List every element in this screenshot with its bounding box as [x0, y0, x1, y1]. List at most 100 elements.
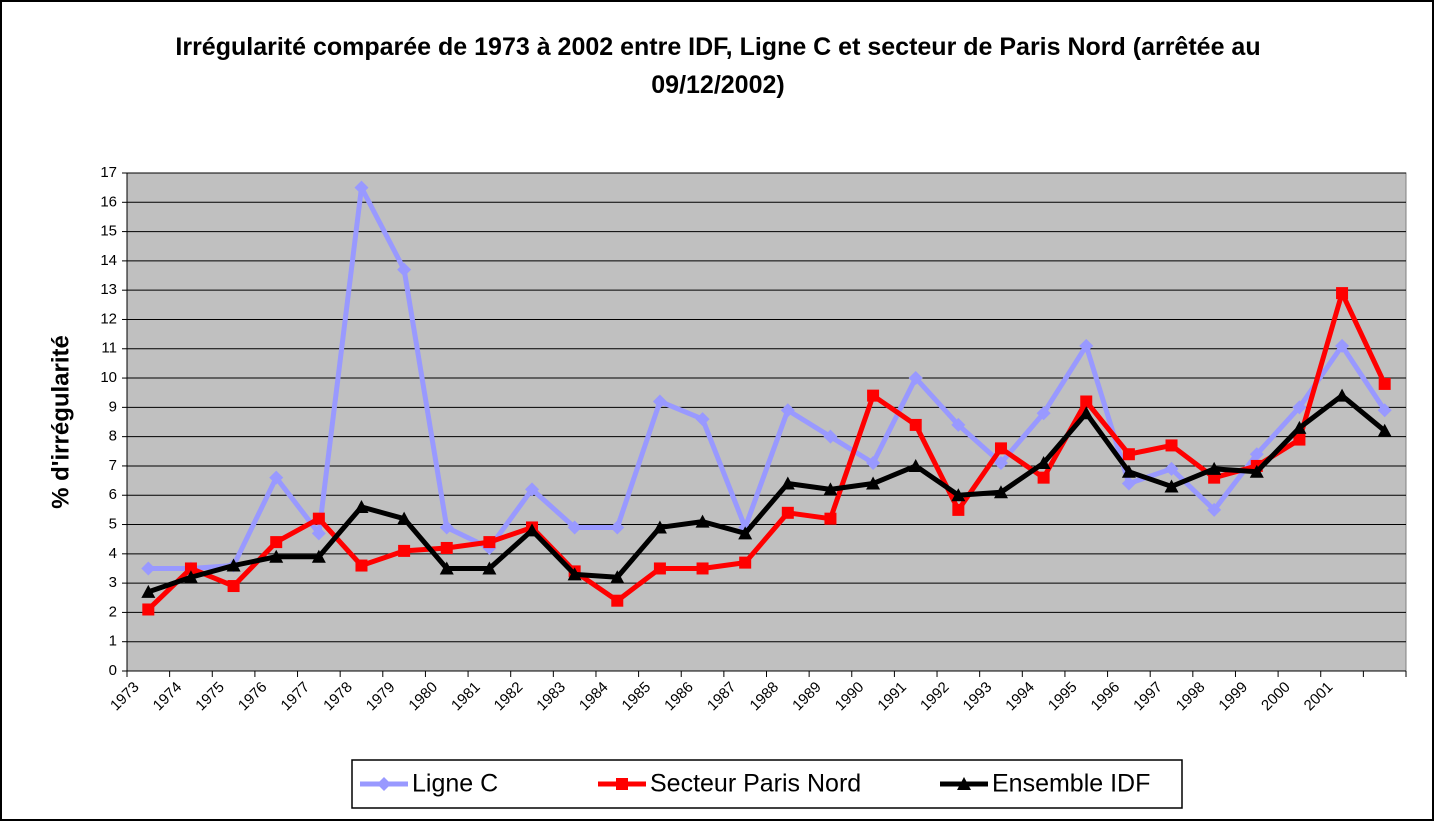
y-tick-label: 1: [109, 633, 117, 650]
marker: [1336, 287, 1349, 300]
marker: [142, 603, 155, 616]
y-tick-label: 10: [100, 369, 117, 386]
marker: [1036, 406, 1051, 421]
marker: [439, 561, 454, 575]
marker: [696, 562, 709, 575]
marker: [1164, 479, 1179, 493]
marker: [567, 520, 582, 535]
marker: [1036, 456, 1051, 470]
marker: [1377, 423, 1392, 437]
marker: [1377, 403, 1392, 418]
marker: [1165, 439, 1178, 452]
marker: [616, 778, 628, 790]
marker: [525, 523, 540, 537]
marker: [482, 561, 497, 575]
plot-area: [126, 172, 1407, 672]
marker: [1292, 400, 1307, 415]
marker: [780, 476, 795, 490]
marker: [823, 429, 838, 444]
marker: [397, 511, 412, 525]
marker: [354, 499, 369, 513]
y-tick-label: 6: [109, 486, 117, 503]
marker: [909, 418, 922, 431]
marker: [269, 470, 284, 485]
marker: [567, 567, 582, 581]
marker: [781, 506, 794, 519]
y-tick-label: 8: [109, 428, 117, 445]
marker: [440, 541, 453, 554]
marker: [867, 389, 880, 402]
marker: [739, 556, 752, 569]
marker: [653, 562, 666, 575]
marker: [695, 514, 710, 528]
y-tick-label: 9: [109, 398, 117, 415]
marker: [951, 488, 966, 502]
y-tick-label: 2: [109, 603, 117, 620]
marker: [141, 561, 156, 576]
marker: [1080, 395, 1093, 408]
chart-title: Irrégularité comparée de 1973 à 2002 ent…: [175, 33, 1261, 99]
series-line: [146, 290, 1387, 612]
marker: [270, 536, 283, 549]
y-tick-label: 16: [100, 193, 117, 210]
y-tick-label: 0: [109, 662, 117, 679]
y-tick-label: 5: [109, 515, 117, 532]
marker: [439, 520, 454, 535]
marker: [1378, 377, 1391, 390]
marker: [957, 777, 971, 790]
marker: [483, 536, 496, 549]
y-tick-label: 15: [100, 223, 117, 240]
marker: [1079, 406, 1094, 420]
marker: [355, 559, 368, 572]
marker: [525, 482, 540, 497]
y-tick-label: 3: [109, 574, 117, 591]
marker: [866, 476, 881, 490]
y-tick-label: 17: [100, 164, 117, 181]
marker: [184, 562, 197, 575]
legend-box: [351, 759, 1183, 809]
marker: [1335, 388, 1350, 402]
marker: [908, 371, 923, 386]
marker: [1249, 447, 1264, 462]
marker: [652, 394, 667, 409]
marker: [610, 570, 625, 584]
y-tick-label: 14: [100, 252, 117, 269]
y-tick-label: 7: [109, 457, 117, 474]
marker: [226, 558, 241, 572]
legend-label: Ensemble IDF: [992, 770, 1150, 798]
marker: [994, 442, 1007, 455]
marker: [951, 417, 966, 432]
marker: [311, 526, 326, 541]
series-line: [147, 393, 1387, 595]
marker: [1207, 502, 1222, 517]
marker: [312, 512, 325, 525]
marker: [908, 458, 923, 472]
marker: [1122, 448, 1135, 461]
y-axis-label: % d'irrégularité: [47, 335, 74, 509]
y-tick-label: 4: [109, 545, 117, 562]
marker: [1207, 461, 1222, 475]
marker: [398, 544, 411, 557]
marker: [780, 403, 795, 418]
marker: [311, 549, 326, 563]
marker: [866, 456, 881, 471]
marker: [824, 512, 837, 525]
marker: [354, 180, 369, 195]
marker: [993, 485, 1008, 499]
marker: [1121, 464, 1136, 478]
marker: [269, 549, 284, 563]
marker: [1164, 461, 1179, 476]
marker: [1293, 433, 1306, 446]
marker: [738, 526, 753, 540]
marker: [183, 570, 198, 584]
marker: [397, 262, 412, 277]
legend-label: Ligne C: [412, 770, 498, 798]
legend-label: Secteur Paris Nord: [650, 770, 861, 798]
marker: [1121, 476, 1136, 491]
marker: [993, 456, 1008, 471]
marker: [652, 520, 667, 534]
marker: [1037, 471, 1050, 484]
marker: [1079, 338, 1094, 353]
marker: [1335, 338, 1350, 353]
